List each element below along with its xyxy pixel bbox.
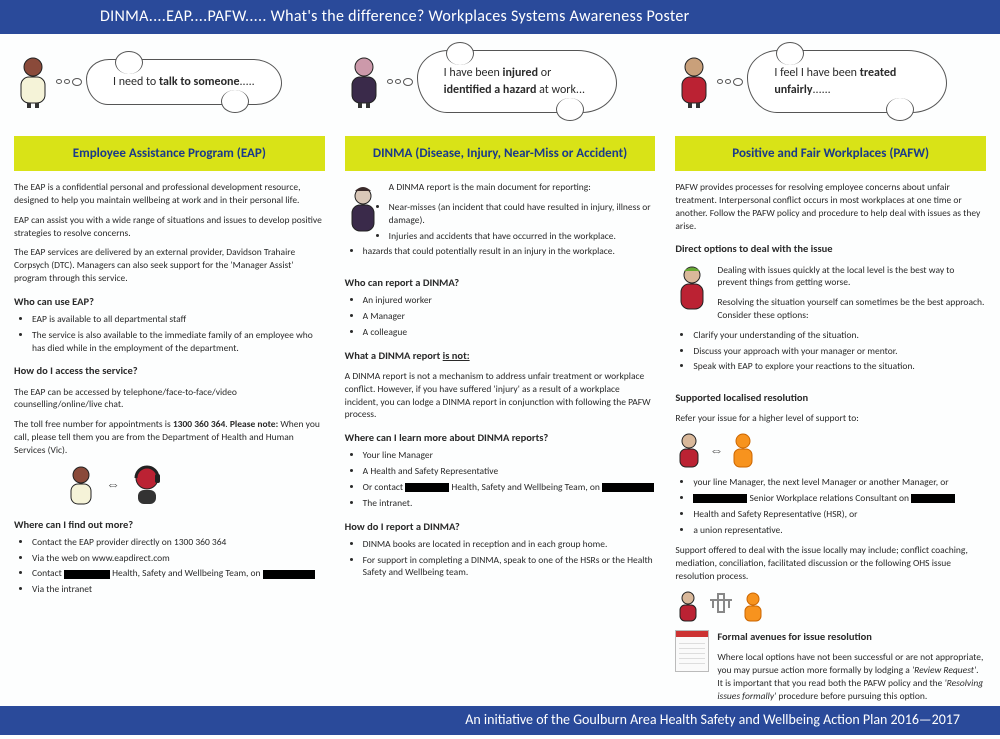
column-title: DINMA (Disease, Injury, Near-Miss or Acc… xyxy=(345,136,656,172)
columns-container: I need to talk to someone..... Employee … xyxy=(0,34,1000,739)
column: I need to talk to someone..... Employee … xyxy=(14,34,325,710)
column: I have been injured or identified a haza… xyxy=(345,34,656,710)
thought-bubble: I have been injured or identified a haza… xyxy=(417,50,617,112)
thought-row: I need to talk to someone..... xyxy=(14,34,325,126)
person-icon xyxy=(14,55,52,109)
thought-bubble: I feel I have been treated unfairly.....… xyxy=(747,50,947,112)
thought-row: I feel I have been treated unfairly.....… xyxy=(675,34,986,126)
column-title: Employee Assistance Program (EAP) xyxy=(14,136,325,172)
title-text: DINMA....EAP....PAFW..... What's the dif… xyxy=(100,7,690,26)
column: I feel I have been treated unfairly.....… xyxy=(675,34,986,710)
thought-dots xyxy=(717,78,743,86)
title-banner: DINMA....EAP....PAFW..... What's the dif… xyxy=(0,0,1000,34)
person-icon xyxy=(345,55,383,109)
person-icon xyxy=(675,55,713,109)
thought-dots xyxy=(387,78,413,86)
column-body: A DINMA report is the main document for … xyxy=(345,181,656,579)
footer-text: An initiative of the Goulburn Area Healt… xyxy=(465,711,960,728)
thought-dots xyxy=(56,78,82,86)
column-body: PAFW provides processes for resolving em… xyxy=(675,181,986,709)
thought-bubble: I need to talk to someone..... xyxy=(86,59,282,105)
column-body: The EAP is a confidential personal and p… xyxy=(14,181,325,596)
footer-banner: An initiative of the Goulburn Area Healt… xyxy=(0,706,1000,735)
column-title: Positive and Fair Workplaces (PAFW) xyxy=(675,136,986,172)
thought-row: I have been injured or identified a haza… xyxy=(345,34,656,126)
